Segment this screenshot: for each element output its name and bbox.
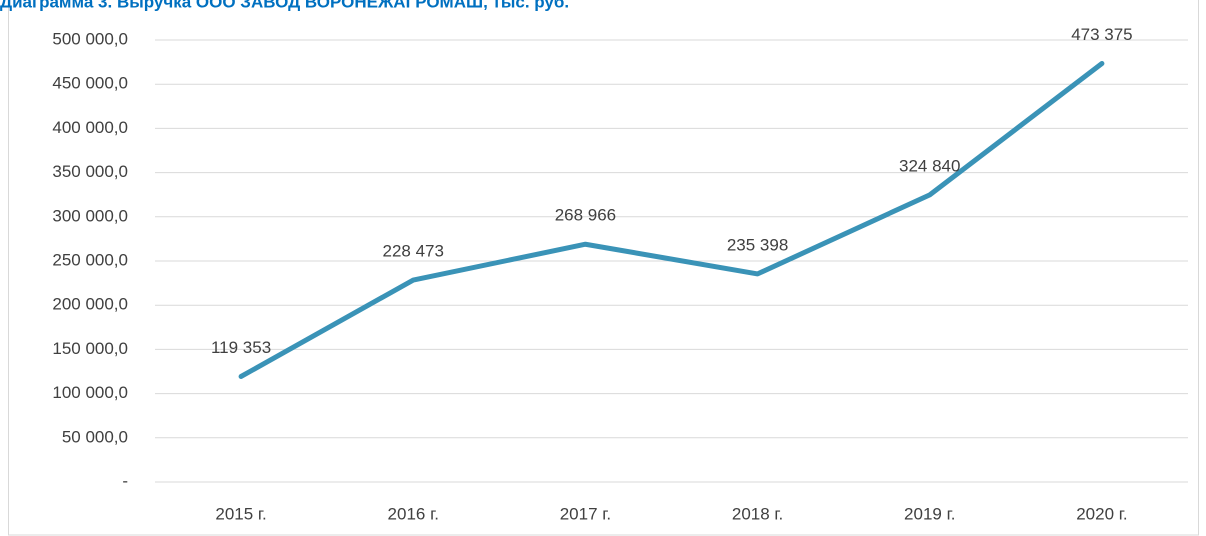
x-tick-label: 2020 г.	[1076, 504, 1127, 523]
y-tick-label: 100 000,0	[52, 383, 128, 402]
line	[238, 61, 1105, 379]
y-tick-label: 350 000,0	[52, 162, 128, 181]
data-label: 324 840	[899, 156, 960, 175]
y-tick-label: 450 000,0	[52, 74, 128, 93]
x-tick-label: 2016 г.	[388, 504, 439, 523]
y-tick-label: 250 000,0	[52, 250, 128, 269]
data-label: 473 375	[1071, 25, 1132, 44]
data-label: 235 398	[727, 235, 788, 254]
data-label: 268 966	[555, 206, 616, 225]
x-tick-label: 2015 г.	[215, 504, 266, 523]
x-tick-label: 2017 г.	[560, 504, 611, 523]
x-tick-label: 2019 г.	[904, 504, 955, 523]
chart-frame	[8, 0, 1199, 536]
y-tick-label: 300 000,0	[52, 206, 128, 225]
chart-title: Диаграмма 3. Выручка ООО ЗАВОД ВОРОНЕЖАГ…	[0, 0, 569, 11]
x-tick-label: 2018 г.	[732, 504, 783, 523]
y-tick-label: 400 000,0	[52, 118, 128, 137]
y-tick-label: 200 000,0	[52, 295, 128, 314]
data-label: 119 353	[211, 338, 271, 357]
y-tick-label: 50 000,0	[62, 427, 128, 446]
y-tick-label: 150 000,0	[52, 339, 128, 358]
y-tick-label: -	[122, 471, 128, 490]
data-label: 228 473	[383, 242, 444, 261]
y-tick-label: 500 000,0	[52, 29, 128, 48]
